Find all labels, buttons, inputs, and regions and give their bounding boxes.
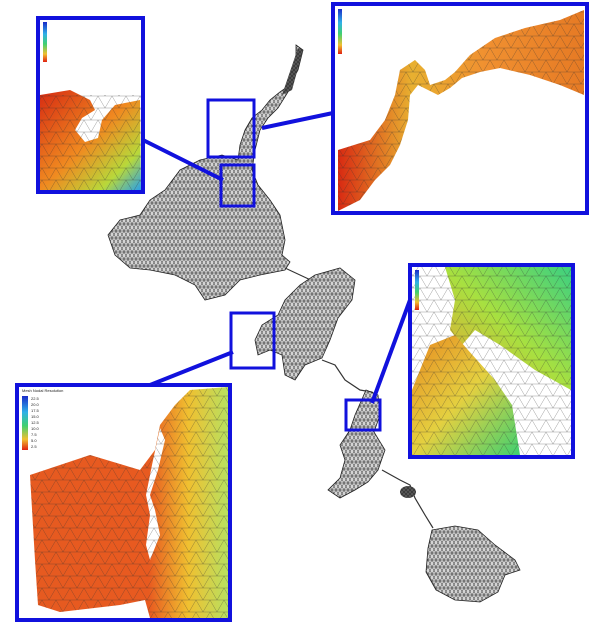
page: Mesh Nodal Resolution 22.520.017.515.012… — [0, 0, 589, 623]
inset-top-left — [38, 18, 143, 192]
legend-label: 2.5 — [31, 444, 37, 449]
legend-title: Mesh Nodal Resolution — [22, 388, 63, 393]
legend-label: 20.0 — [31, 402, 40, 407]
legend-label: 17.5 — [31, 408, 40, 413]
legend-label: 7.5 — [31, 432, 37, 437]
inset-bottom-left: Mesh Nodal Resolution 22.520.017.515.012… — [17, 385, 230, 620]
legend-label: 5.0 — [31, 438, 37, 443]
inset-right — [410, 265, 573, 457]
legend-label: 22.5 — [31, 396, 40, 401]
legend-label: 15.0 — [31, 414, 40, 419]
inset-top-right — [333, 4, 587, 213]
legend-label: 10.0 — [31, 426, 40, 431]
figure: Mesh Nodal Resolution 22.520.017.515.012… — [0, 0, 589, 623]
legend-label: 12.5 — [31, 420, 40, 425]
